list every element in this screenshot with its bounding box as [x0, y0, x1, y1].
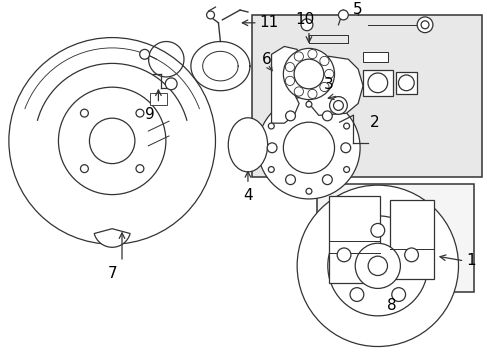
Circle shape	[89, 118, 135, 163]
Text: 10: 10	[295, 12, 314, 27]
Bar	[328, 196, 379, 283]
Circle shape	[206, 11, 214, 19]
Circle shape	[343, 123, 349, 129]
Circle shape	[283, 48, 334, 100]
Bar	[362, 70, 392, 96]
Circle shape	[136, 109, 143, 117]
Circle shape	[283, 122, 334, 174]
Circle shape	[136, 165, 143, 172]
Circle shape	[391, 288, 405, 301]
Circle shape	[81, 109, 88, 117]
Ellipse shape	[228, 118, 267, 172]
Bar	[395, 72, 416, 94]
Circle shape	[294, 52, 303, 61]
Circle shape	[257, 96, 359, 199]
Circle shape	[266, 143, 277, 153]
Bar	[251, 15, 481, 177]
Text: 7: 7	[107, 266, 117, 281]
Circle shape	[338, 10, 347, 20]
Circle shape	[329, 96, 346, 114]
Circle shape	[404, 248, 418, 262]
Circle shape	[322, 111, 332, 121]
Bar	[389, 200, 433, 279]
Circle shape	[319, 57, 328, 66]
Wedge shape	[94, 229, 130, 247]
Text: 1: 1	[466, 253, 475, 269]
Text: 5: 5	[353, 1, 362, 17]
Circle shape	[307, 89, 316, 99]
Polygon shape	[271, 46, 299, 123]
Circle shape	[319, 82, 328, 91]
Circle shape	[337, 248, 350, 262]
Text: 9: 9	[144, 107, 154, 122]
Circle shape	[322, 175, 332, 185]
Circle shape	[354, 243, 400, 288]
Text: 4: 4	[243, 188, 252, 203]
Circle shape	[165, 78, 177, 90]
Polygon shape	[306, 56, 362, 115]
Circle shape	[307, 49, 316, 59]
Circle shape	[293, 59, 323, 89]
Circle shape	[420, 21, 428, 29]
Circle shape	[349, 288, 363, 301]
Circle shape	[268, 167, 274, 172]
Circle shape	[343, 167, 349, 172]
Circle shape	[268, 123, 274, 129]
Circle shape	[340, 143, 350, 153]
Text: 3: 3	[323, 77, 333, 92]
Circle shape	[301, 19, 312, 31]
Circle shape	[305, 101, 311, 107]
Circle shape	[333, 100, 343, 111]
Circle shape	[416, 17, 432, 33]
Text: 8: 8	[386, 298, 396, 313]
Circle shape	[285, 111, 295, 121]
Circle shape	[285, 76, 294, 86]
Circle shape	[285, 63, 294, 72]
Circle shape	[367, 256, 386, 275]
Circle shape	[297, 185, 458, 347]
Circle shape	[398, 75, 413, 91]
Bar	[362, 52, 387, 62]
Bar	[149, 93, 167, 105]
Circle shape	[9, 37, 215, 244]
Circle shape	[140, 49, 149, 59]
Circle shape	[81, 165, 88, 172]
Circle shape	[324, 69, 333, 78]
Text: 11: 11	[259, 15, 279, 30]
Circle shape	[285, 175, 295, 185]
Circle shape	[294, 87, 303, 96]
Bar	[316, 184, 473, 292]
Text: 6: 6	[261, 52, 271, 67]
Circle shape	[59, 87, 165, 195]
Circle shape	[305, 188, 311, 194]
Circle shape	[367, 73, 387, 93]
Text: 2: 2	[369, 115, 379, 130]
Circle shape	[327, 216, 427, 316]
Circle shape	[370, 224, 384, 237]
